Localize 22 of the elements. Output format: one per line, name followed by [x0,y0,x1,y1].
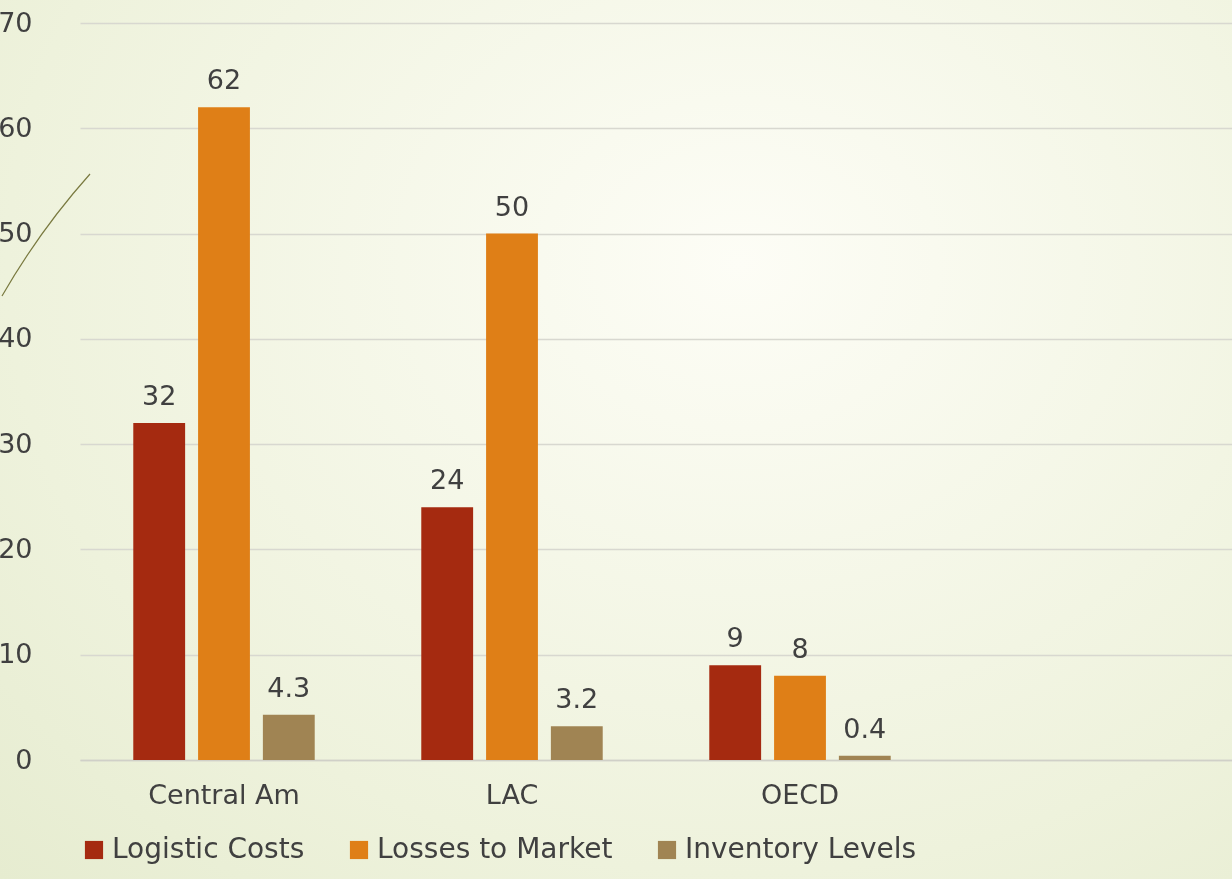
data-label: 0.4 [843,712,887,744]
data-label: 62 [206,64,242,96]
y-tick-label: 10 [0,638,33,670]
legend-label: Logistic Costs [112,832,305,865]
x-tick-label: Central Am [148,778,300,810]
x-tick-label: OECD [761,778,839,810]
y-tick-label: 70 [0,6,33,38]
y-tick-label: 40 [0,322,33,354]
y-tick-label: 30 [0,427,33,459]
x-tick-label: LAC [485,778,539,810]
data-label: 32 [142,380,177,412]
y-tick-label: 60 [0,111,33,143]
data-label: 4.3 [267,671,311,703]
y-tick-label: 20 [0,532,33,564]
legend-label: Inventory Levels [685,832,917,865]
data-label: 8 [791,632,809,664]
legend-label: Losses to Market [377,832,613,865]
data-label: 3.2 [555,683,599,715]
data-label: 24 [430,464,465,496]
data-label: 50 [494,190,530,222]
y-tick-label: 0 [15,743,33,775]
data-label: 9 [726,622,744,654]
